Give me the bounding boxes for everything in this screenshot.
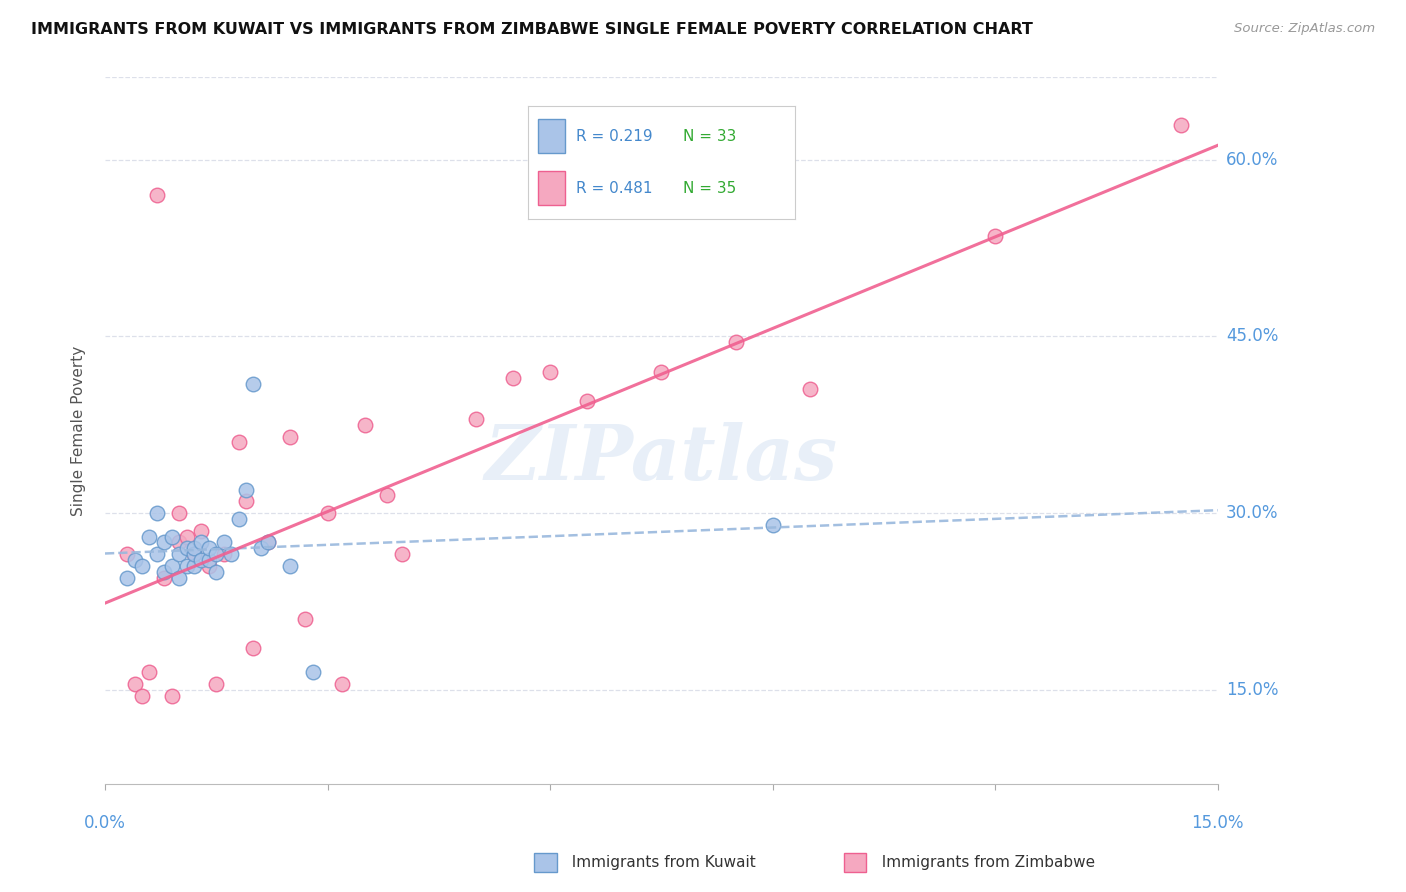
Point: [167, 547, 190, 561]
Point: [124, 553, 146, 567]
Point: [538, 365, 561, 379]
Text: ZIPatlas: ZIPatlas: [485, 422, 838, 496]
Point: [198, 541, 221, 556]
Point: [464, 412, 486, 426]
Point: [316, 506, 339, 520]
Point: [117, 547, 139, 561]
Text: Immigrants from Zimbabwe: Immigrants from Zimbabwe: [872, 855, 1095, 870]
Point: [176, 541, 198, 556]
Point: [242, 641, 264, 656]
Point: [762, 517, 785, 532]
Point: [190, 535, 212, 549]
Point: [160, 559, 183, 574]
Point: [294, 612, 316, 626]
Point: [167, 535, 190, 549]
Point: [650, 365, 672, 379]
Text: Immigrants from Kuwait: Immigrants from Kuwait: [562, 855, 756, 870]
Point: [724, 335, 747, 350]
Point: [183, 547, 205, 561]
Point: [205, 547, 228, 561]
Point: [198, 553, 221, 567]
Point: [138, 665, 160, 679]
Point: [249, 541, 271, 556]
Point: [146, 188, 169, 202]
Text: 15.0%: 15.0%: [1191, 814, 1244, 832]
Point: [167, 506, 190, 520]
Point: [183, 547, 205, 561]
Point: [190, 553, 212, 567]
Point: [332, 677, 354, 691]
Point: [167, 571, 190, 585]
Point: [212, 547, 235, 561]
Point: [160, 689, 183, 703]
Point: [153, 535, 176, 549]
Point: [198, 559, 221, 574]
Point: [235, 483, 257, 497]
Point: [146, 506, 169, 520]
Point: [205, 677, 228, 691]
Text: 60.0%: 60.0%: [1226, 151, 1278, 169]
Point: [242, 376, 264, 391]
Text: Source: ZipAtlas.com: Source: ZipAtlas.com: [1234, 22, 1375, 36]
Point: [176, 530, 198, 544]
Point: [190, 524, 212, 538]
Point: [153, 571, 176, 585]
Text: 30.0%: 30.0%: [1226, 504, 1278, 522]
Point: [375, 488, 398, 502]
Y-axis label: Single Female Poverty: Single Female Poverty: [72, 345, 86, 516]
Point: [502, 370, 524, 384]
Point: [124, 677, 146, 691]
Point: [205, 565, 228, 579]
Point: [353, 417, 375, 432]
Point: [138, 530, 160, 544]
Point: [212, 535, 235, 549]
Point: [153, 565, 176, 579]
Point: [131, 689, 153, 703]
Point: [219, 547, 242, 561]
Point: [1170, 118, 1192, 132]
Point: [576, 394, 599, 409]
Point: [183, 559, 205, 574]
Point: [799, 383, 821, 397]
Point: [117, 571, 139, 585]
Point: [160, 530, 183, 544]
Point: [257, 535, 280, 549]
Point: [131, 559, 153, 574]
Point: [280, 559, 302, 574]
Point: [257, 535, 280, 549]
Point: [280, 429, 302, 443]
Text: 15.0%: 15.0%: [1226, 681, 1278, 698]
Point: [301, 665, 323, 679]
Point: [228, 512, 250, 526]
Text: IMMIGRANTS FROM KUWAIT VS IMMIGRANTS FROM ZIMBABWE SINGLE FEMALE POVERTY CORRELA: IMMIGRANTS FROM KUWAIT VS IMMIGRANTS FRO…: [31, 22, 1033, 37]
Text: 45.0%: 45.0%: [1226, 327, 1278, 345]
Point: [176, 559, 198, 574]
Point: [235, 494, 257, 508]
Text: 0.0%: 0.0%: [84, 814, 127, 832]
Point: [146, 547, 169, 561]
Point: [984, 229, 1007, 244]
Point: [391, 547, 413, 561]
Point: [183, 541, 205, 556]
Point: [228, 435, 250, 450]
